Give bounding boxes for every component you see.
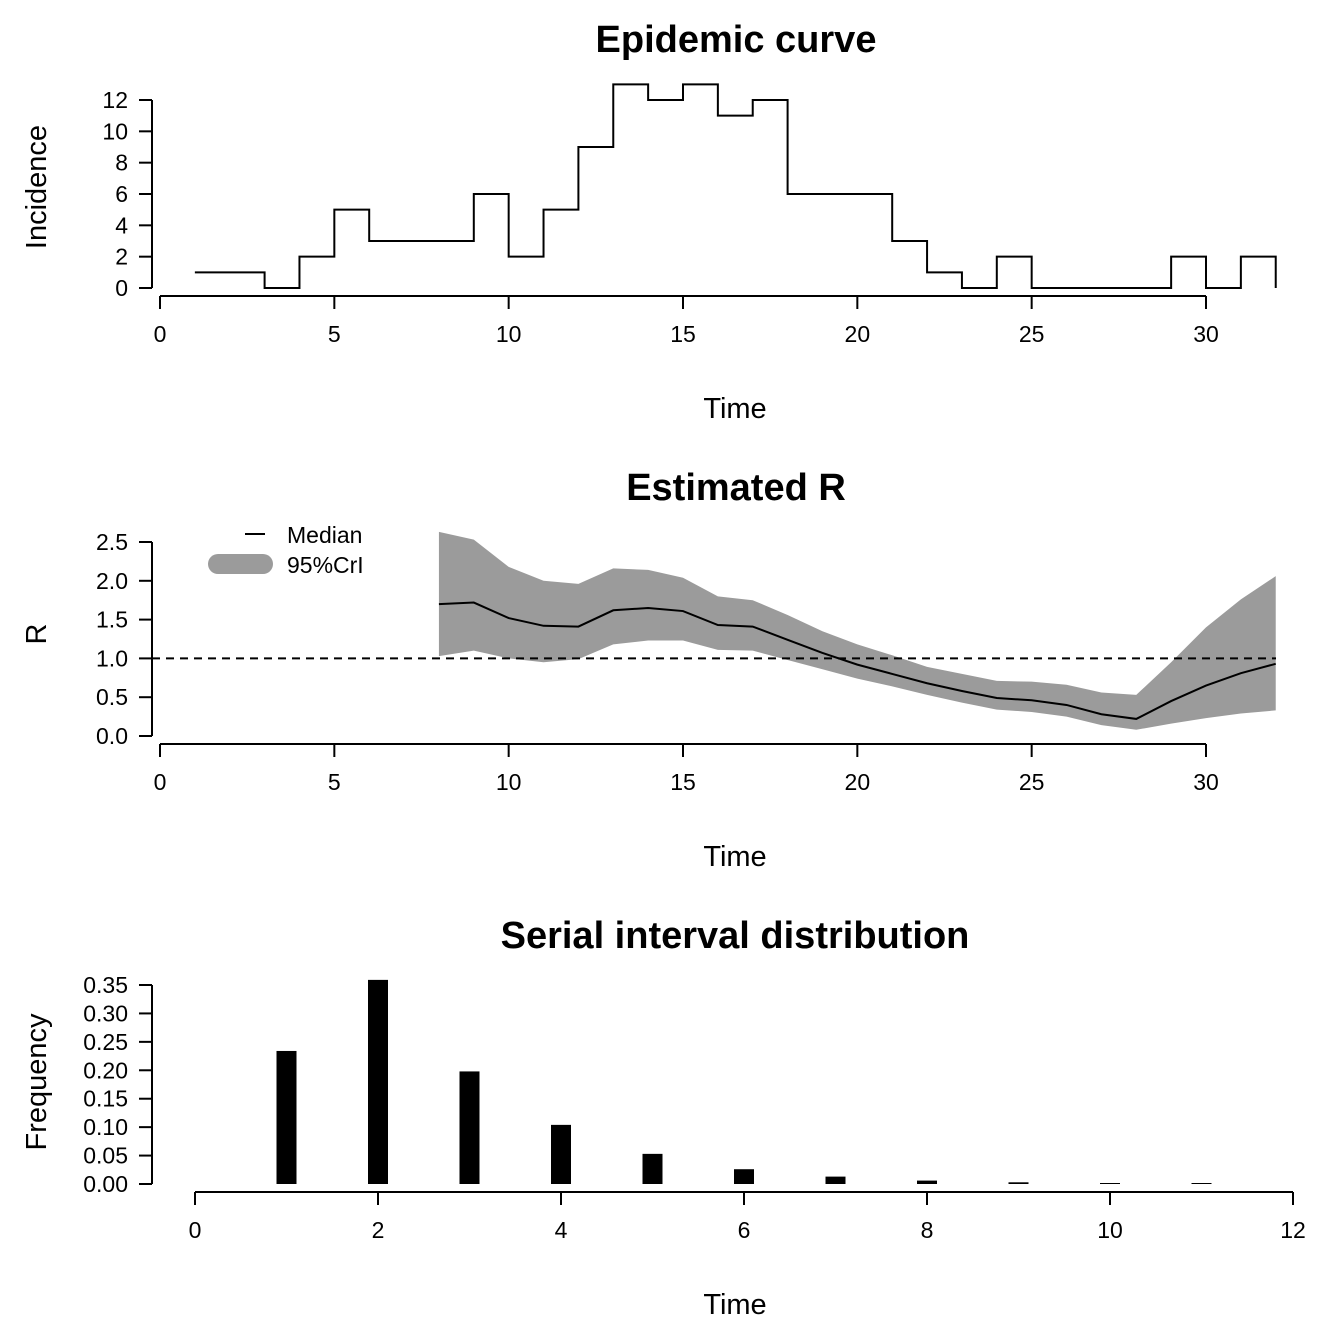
si-x-tick-label: 6 (738, 1217, 751, 1243)
estimated-r-title: Estimated R (626, 467, 846, 509)
serial-interval-panel: Serial interval distribution Time Freque… (21, 915, 1306, 1321)
serial-interval-xlabel: Time (703, 1289, 766, 1321)
epidemic-curve-ylabel: Incidence (21, 125, 53, 249)
serial-interval-bar (276, 1050, 297, 1184)
epi-y-tick-label: 2 (115, 244, 128, 270)
serial-interval-bar (1008, 1182, 1029, 1184)
serial-interval-bar (551, 1124, 571, 1184)
serial-interval-bar (459, 1071, 480, 1184)
epi-x-tick-label: 0 (154, 321, 167, 347)
epi-y-tick-label: 10 (102, 118, 128, 144)
credible-interval-band (438, 531, 1276, 730)
si-x-tick-label: 12 (1280, 1217, 1306, 1243)
epi-y-tick-label: 8 (115, 150, 128, 176)
epi-x-tick-label: 25 (1019, 321, 1045, 347)
legend: Median 95%CrI (208, 522, 364, 578)
estimated-r-xlabel: Time (703, 841, 766, 873)
epi-y-tick-label: 12 (102, 87, 128, 113)
incidence-step-line (194, 83, 1277, 289)
si-x-tick-label: 0 (189, 1217, 202, 1243)
si-x-tick-label: 2 (372, 1217, 385, 1243)
r-y-tick-label: 1.0 (96, 645, 128, 671)
serial-interval-bar (825, 1176, 846, 1184)
r-x-tick-label: 10 (496, 769, 522, 795)
si-y-tick-label: 0.20 (83, 1057, 128, 1083)
epi-x-tick-label: 30 (1193, 321, 1219, 347)
r-x-tick-label: 5 (328, 769, 341, 795)
serial-interval-bar (368, 979, 388, 1184)
r-x-tick-label: 25 (1019, 769, 1045, 795)
epi-x-tick-label: 15 (670, 321, 696, 347)
epidemic-curve-panel: Epidemic curve Time Incidence 0 5 10 15 20 25… (21, 19, 1277, 425)
si-y-tick-label: 0.25 (83, 1029, 128, 1055)
epi-x-tick-label: 20 (845, 321, 871, 347)
legend-median-label: Median (287, 522, 362, 548)
r-x-tick-label: 0 (154, 769, 167, 795)
si-x-tick-label: 4 (555, 1217, 568, 1243)
median-line (438, 601, 1276, 720)
r-x-tick-label: 15 (670, 769, 696, 795)
r-y-tick-label: 2.0 (96, 568, 128, 594)
serial-interval-title: Serial interval distribution (501, 915, 970, 957)
serial-interval-bar (642, 1153, 663, 1184)
r-y-tick-label: 2.5 (96, 529, 128, 555)
estimated-r-panel: Estimated R Time R 0 5 10 15 20 25 30 0.0 0.5 1.0… (21, 467, 1276, 873)
epidemic-curve-title: Epidemic curve (596, 19, 877, 61)
si-y-tick-label: 0.15 (83, 1086, 128, 1112)
r-x-tick-label: 20 (845, 769, 871, 795)
r-x-tick-label: 30 (1193, 769, 1219, 795)
si-y-tick-label: 0.30 (83, 1000, 128, 1026)
si-y-tick-label: 0.00 (83, 1171, 128, 1197)
si-y-tick-label: 0.05 (83, 1143, 128, 1169)
epi-x-tick-label: 5 (328, 321, 341, 347)
epi-y-tick-label: 0 (115, 275, 128, 301)
si-x-tick-label: 8 (921, 1217, 934, 1243)
legend-band-label: 95%CrI (287, 552, 364, 578)
estimated-r-ylabel: R (21, 624, 53, 645)
serial-interval-bar (917, 1180, 937, 1184)
r-y-tick-label: 0.0 (96, 723, 128, 749)
serial-interval-bar (1191, 1183, 1212, 1184)
epi-y-tick-label: 6 (115, 181, 128, 207)
r-y-tick-label: 1.5 (96, 607, 128, 633)
epidemic-curve-xlabel: Time (703, 393, 766, 425)
serial-interval-bar (734, 1169, 754, 1184)
si-y-tick-label: 0.10 (83, 1114, 128, 1140)
r-y-tick-label: 0.5 (96, 684, 128, 710)
serial-interval-bar (1100, 1183, 1120, 1184)
si-y-tick-label: 0.35 (83, 972, 128, 998)
epi-y-tick-label: 4 (115, 212, 128, 238)
epi-x-tick-label: 10 (496, 321, 522, 347)
serial-interval-ylabel: Frequency (21, 1013, 53, 1151)
si-x-tick-label: 10 (1097, 1217, 1123, 1243)
